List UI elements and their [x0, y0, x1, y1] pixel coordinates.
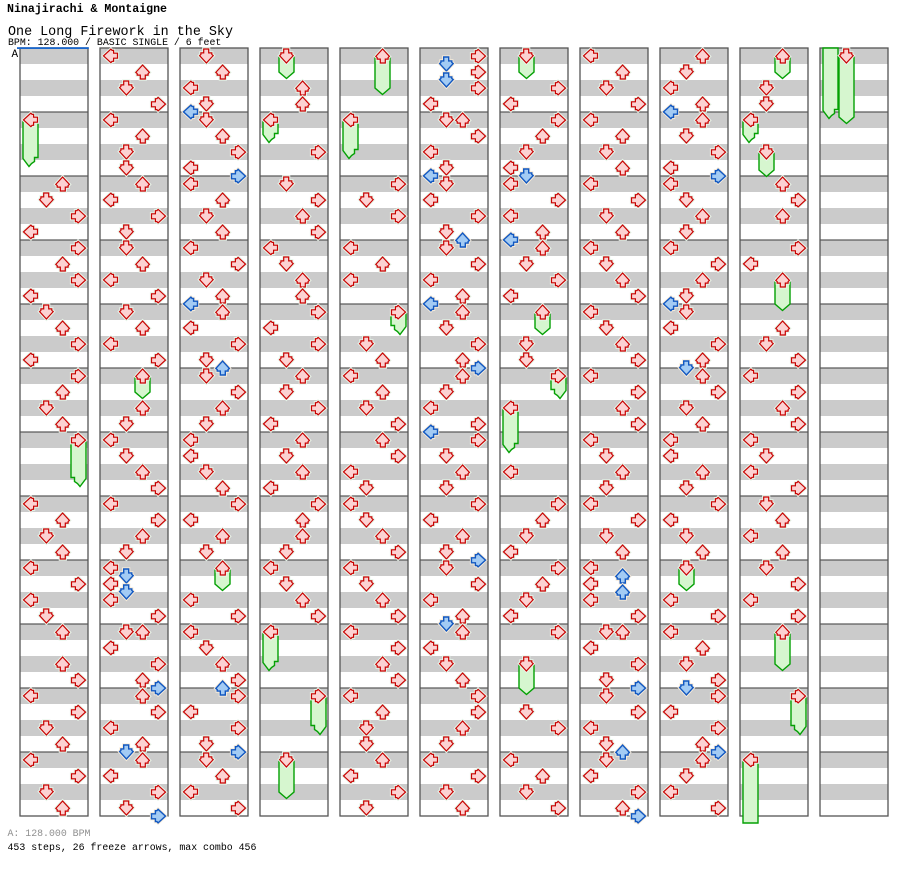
svg-text:BPM: 128.000 / BASIC SINGLE /: BPM: 128.000 / BASIC SINGLE / 6 feet	[8, 37, 221, 48]
svg-text:Ninajirachi & Montaigne: Ninajirachi & Montaigne	[7, 3, 167, 16]
svg-text:A: 128.000 BPM: A: 128.000 BPM	[8, 828, 91, 839]
svg-text:One Long Firework in the Sky: One Long Firework in the Sky	[8, 25, 233, 40]
svg-text:A: A	[12, 49, 19, 61]
svg-text:453 steps, 26 freeze arrows, m: 453 steps, 26 freeze arrows, max combo 4…	[8, 842, 257, 853]
